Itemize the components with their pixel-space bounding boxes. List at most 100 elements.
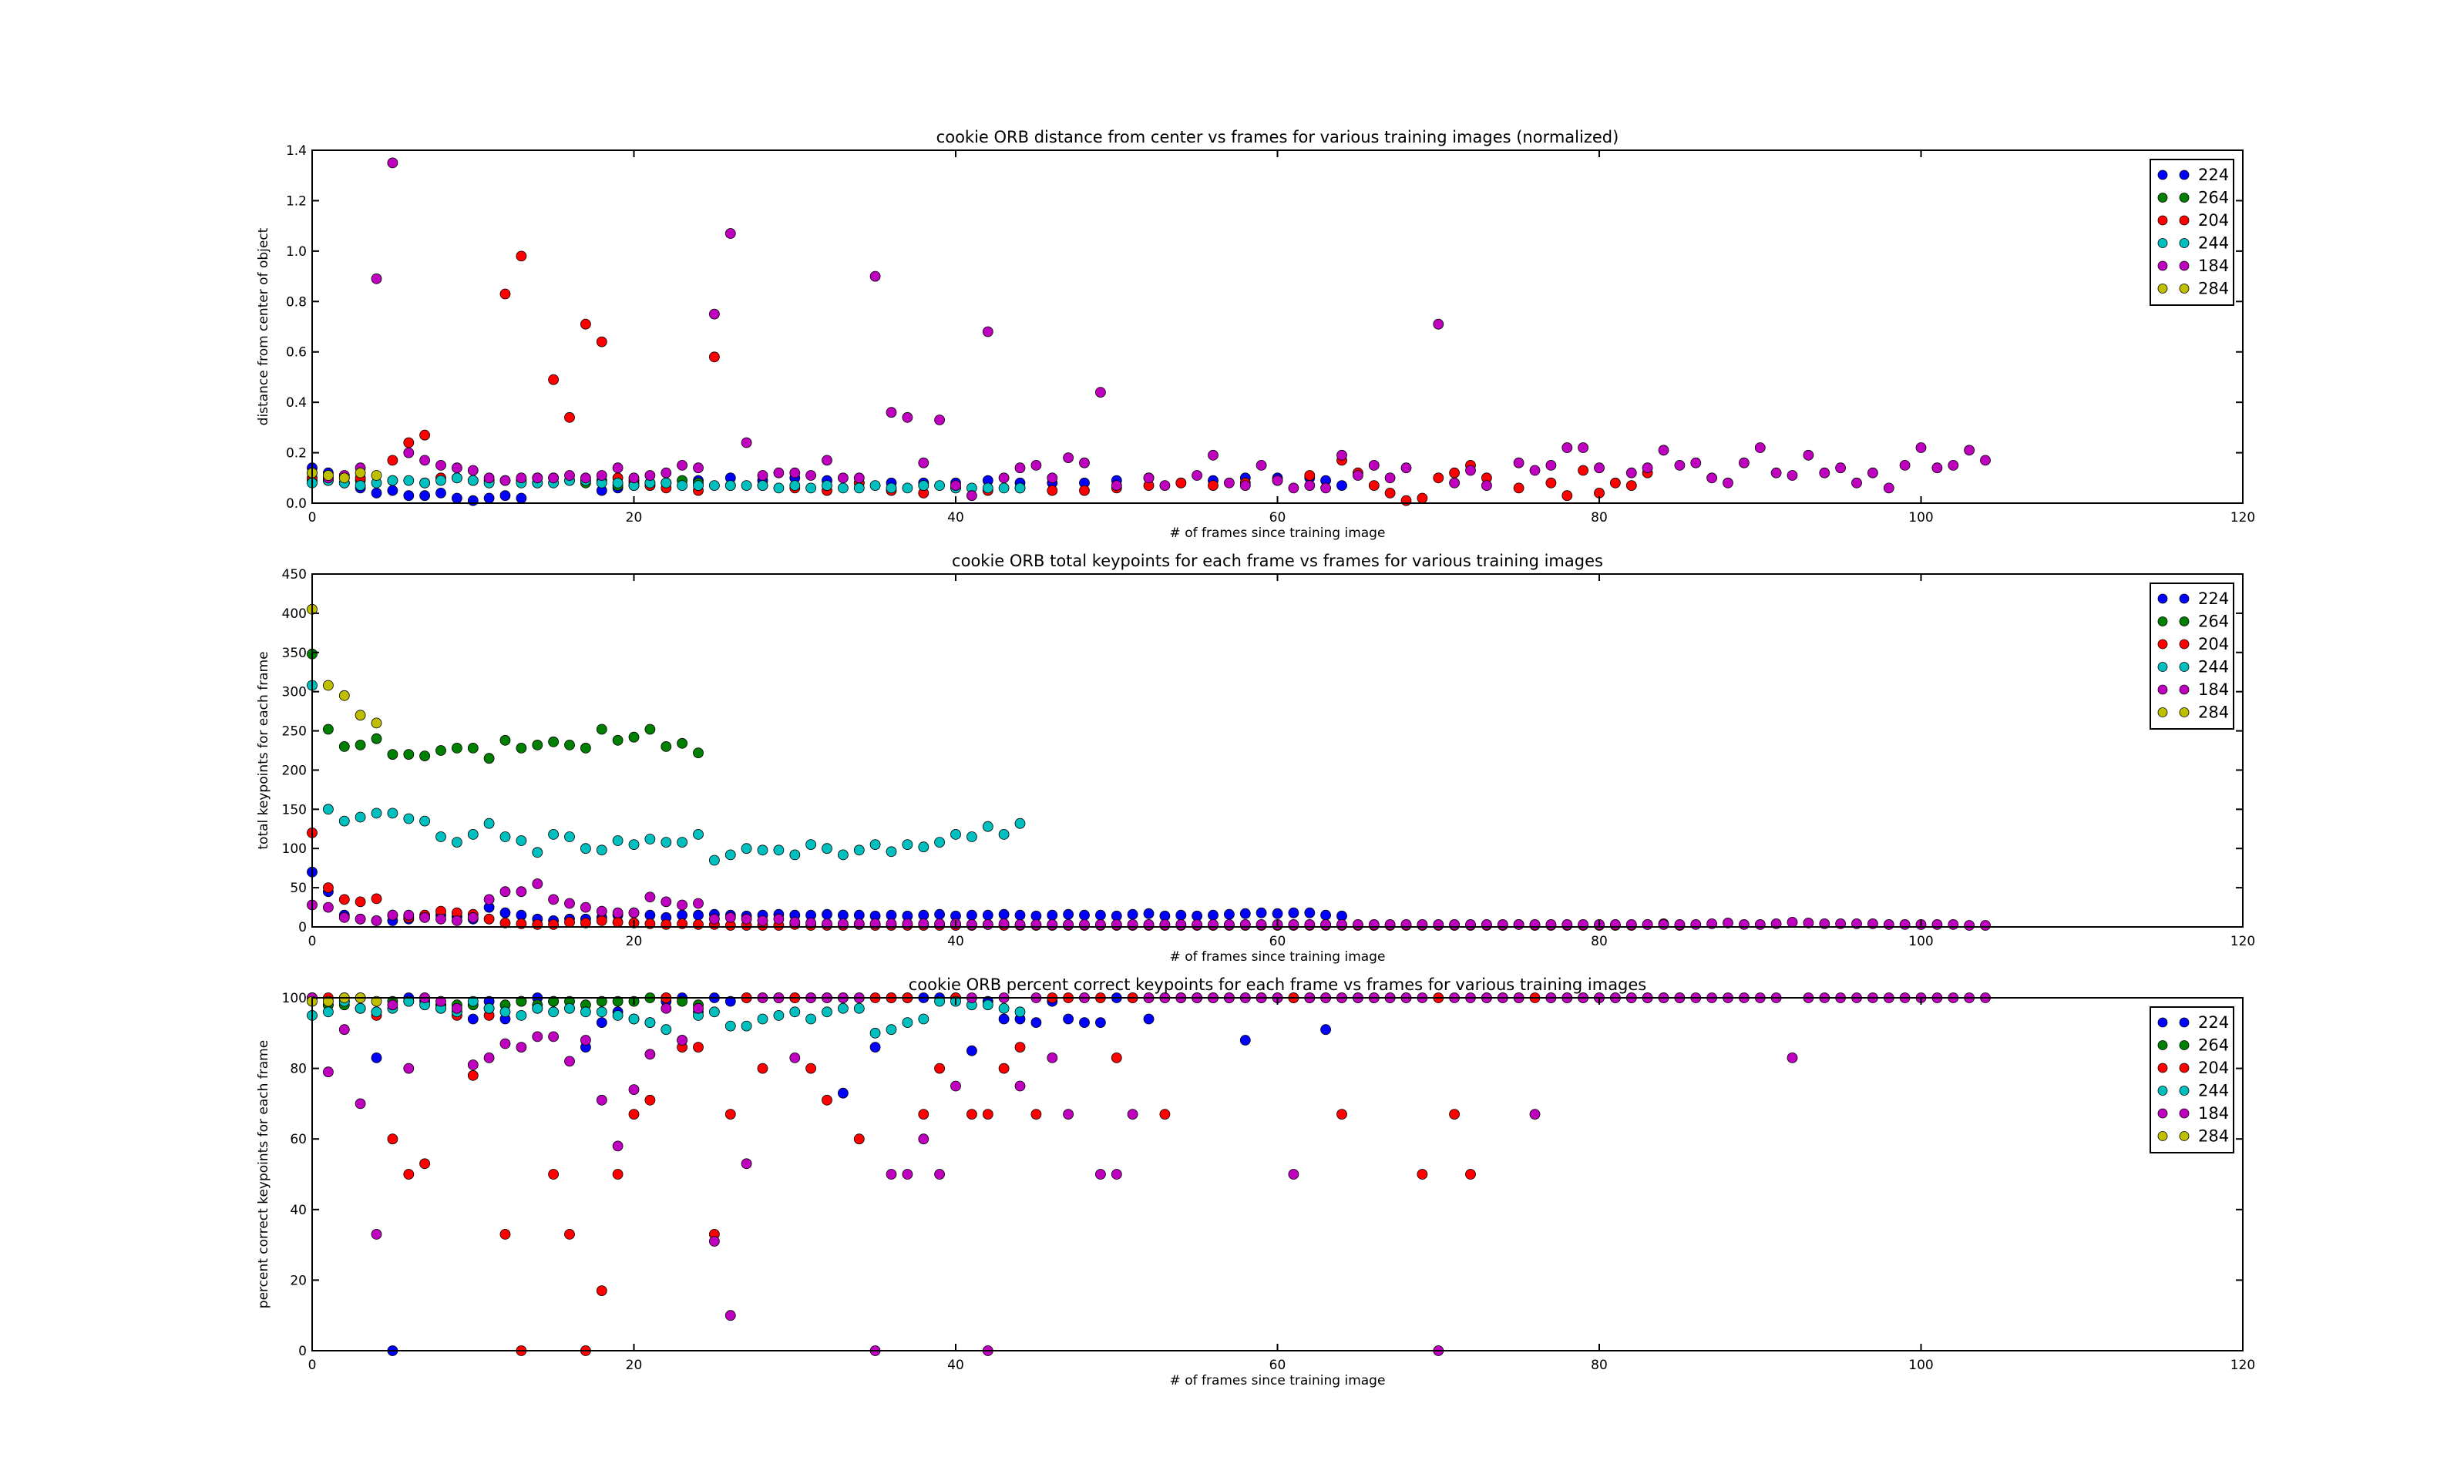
data-point-244 [419, 815, 430, 827]
data-point-244 [564, 831, 575, 842]
data-point-184 [338, 912, 350, 923]
data-point-204 [661, 919, 672, 930]
x-tick-label: 40 [947, 1358, 964, 1373]
data-point-184 [838, 472, 849, 484]
data-point-184 [1609, 919, 1621, 930]
data-point-244 [628, 839, 640, 850]
data-point-184 [516, 472, 527, 484]
data-point-184 [499, 1038, 511, 1049]
data-point-224 [1079, 1017, 1090, 1028]
data-point-184 [1465, 465, 1476, 476]
data-point-204 [499, 288, 511, 300]
data-point-204 [532, 919, 543, 930]
data-point-244 [580, 1006, 591, 1018]
data-point-244 [371, 1006, 382, 1018]
legend-label-264: 264 [2198, 613, 2229, 631]
legend-label-284: 284 [2198, 1127, 2229, 1146]
data-point-264 [532, 740, 543, 750]
data-point-284 [371, 995, 382, 1007]
data-point-264 [644, 724, 656, 735]
data-point-204 [580, 318, 591, 330]
legend-label-224: 224 [2198, 166, 2229, 184]
legend-label-244: 244 [2198, 1082, 2229, 1100]
data-point-184 [1931, 919, 1943, 930]
data-point-224 [693, 909, 704, 921]
data-point-184 [1578, 919, 1589, 930]
data-point-184 [628, 1084, 640, 1095]
chart-title: cookie ORB total keypoints for each fram… [952, 552, 1603, 570]
data-point-184 [1561, 442, 1573, 453]
data-point-204 [564, 917, 575, 928]
data-point-264 [580, 743, 591, 754]
data-point-284 [371, 717, 382, 729]
data-point-244 [644, 834, 656, 844]
data-point-204 [1465, 1169, 1476, 1180]
data-point-224 [1336, 480, 1347, 491]
data-point-264 [677, 737, 687, 749]
data-point-204 [998, 1063, 1010, 1074]
data-point-224 [1320, 909, 1331, 921]
data-point-184 [322, 1066, 334, 1078]
data-point-264 [677, 995, 687, 1007]
legend-marker-284 [2179, 1131, 2190, 1141]
data-point-244 [548, 1006, 559, 1018]
data-point-204 [1208, 480, 1219, 491]
data-point-184 [403, 1063, 415, 1074]
data-point-184 [435, 460, 446, 471]
x-tick-label: 0 [308, 934, 317, 949]
data-point-204 [1417, 492, 1428, 504]
data-point-204 [387, 1133, 398, 1145]
data-point-244 [757, 1013, 768, 1025]
data-point-264 [548, 736, 559, 747]
data-point-184 [580, 1035, 591, 1046]
data-point-184 [532, 1031, 543, 1042]
y-tick-label: 20 [290, 1273, 307, 1288]
data-point-184 [1143, 919, 1155, 930]
data-point-184 [1980, 455, 1991, 466]
data-point-244 [902, 1017, 913, 1028]
data-point-244 [934, 480, 945, 491]
y-tick-label: 80 [290, 1062, 307, 1077]
y-tick-label: 100 [282, 991, 307, 1006]
data-point-184 [1030, 919, 1042, 930]
data-point-184 [1948, 460, 1959, 471]
data-point-244 [612, 477, 624, 489]
data-point-184 [1513, 919, 1524, 930]
data-point-244 [886, 1024, 897, 1036]
data-point-184 [628, 472, 640, 484]
data-point-184 [644, 470, 656, 481]
data-point-264 [612, 995, 624, 1007]
legend-box [2150, 583, 2234, 730]
data-point-284 [371, 470, 382, 481]
data-point-184 [1899, 460, 1911, 471]
data-point-204 [564, 1229, 575, 1240]
data-point-184 [1497, 919, 1508, 930]
series-284 [307, 603, 382, 729]
data-point-204 [1111, 1053, 1122, 1063]
data-point-244 [902, 839, 913, 850]
data-point-184 [1192, 470, 1202, 481]
data-point-184 [387, 157, 398, 169]
legend-marker-284 [2157, 1131, 2168, 1141]
y-tick-label: 400 [282, 606, 307, 622]
legend-marker-244 [2179, 1086, 2190, 1096]
data-point-184 [387, 999, 398, 1011]
data-point-204 [757, 1063, 768, 1074]
legend-label-204: 204 [2198, 1059, 2229, 1077]
series-204 [307, 992, 1686, 1356]
data-point-184 [612, 907, 624, 918]
data-point-244 [805, 1013, 816, 1025]
data-point-184 [1529, 465, 1541, 476]
data-point-204 [548, 919, 559, 930]
data-point-224 [452, 492, 462, 504]
legend-box [2150, 1006, 2234, 1153]
data-point-184 [1738, 457, 1750, 468]
data-point-184 [1047, 1053, 1058, 1063]
data-point-244 [580, 843, 591, 854]
data-point-184 [982, 326, 993, 337]
data-point-244 [853, 1002, 865, 1014]
data-point-244 [805, 482, 816, 494]
data-point-204 [918, 1109, 929, 1120]
data-point-204 [822, 1094, 832, 1106]
data-point-184 [966, 919, 977, 930]
